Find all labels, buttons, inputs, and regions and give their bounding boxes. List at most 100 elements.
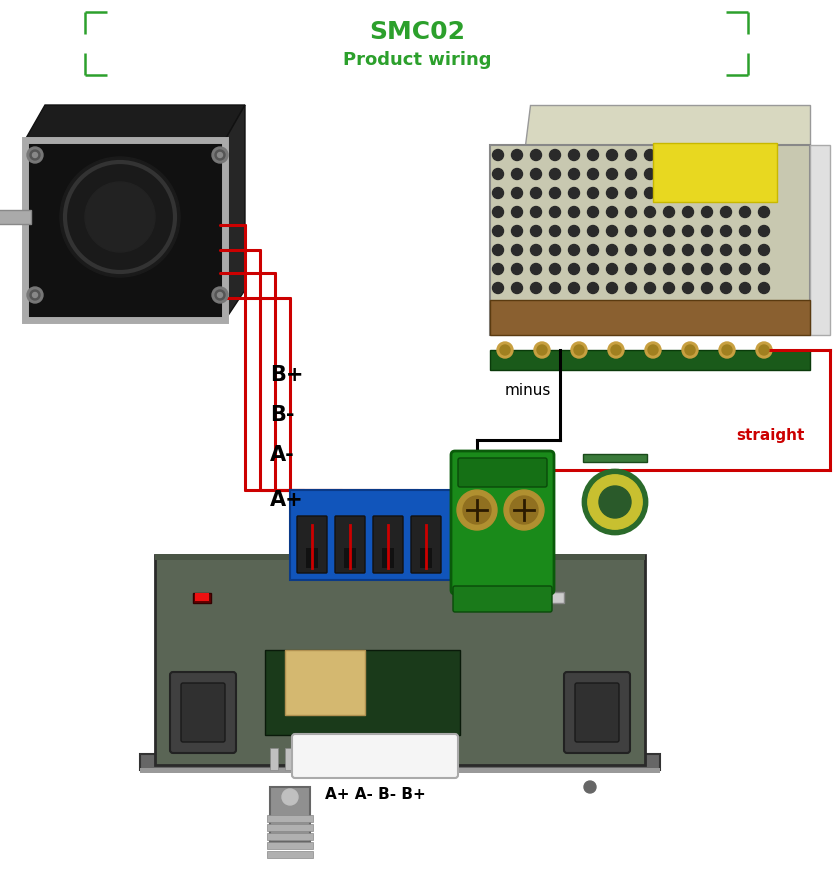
Bar [195,593,209,601]
Circle shape [534,342,550,358]
FancyBboxPatch shape [564,672,630,753]
Circle shape [511,187,522,199]
Circle shape [664,263,675,275]
Circle shape [530,207,541,217]
Circle shape [569,187,580,199]
Circle shape [758,207,770,217]
Circle shape [587,207,599,217]
Circle shape [504,490,544,530]
Circle shape [626,207,636,217]
Circle shape [212,147,228,163]
Circle shape [212,287,228,303]
Circle shape [550,263,560,275]
Circle shape [60,157,180,277]
Bar [490,350,810,370]
Circle shape [606,207,617,217]
Circle shape [721,245,731,255]
Circle shape [30,290,40,300]
Circle shape [664,207,675,217]
Bar [0,210,31,224]
Bar [345,748,353,770]
Circle shape [701,245,712,255]
Circle shape [587,263,599,275]
Circle shape [574,345,584,355]
FancyBboxPatch shape [170,672,236,753]
Text: SMC02: SMC02 [369,20,465,44]
Circle shape [740,282,751,294]
Bar [306,548,318,568]
Circle shape [530,168,541,180]
Circle shape [740,187,751,199]
Text: A+ A- B- B+: A+ A- B- B+ [324,787,425,802]
Circle shape [664,150,675,160]
Bar [315,748,323,770]
Circle shape [756,342,772,358]
Circle shape [608,342,624,358]
Circle shape [719,342,735,358]
Bar [330,748,338,770]
Circle shape [33,292,38,297]
Polygon shape [25,105,245,140]
Bar [300,748,308,770]
Bar [420,748,428,770]
Circle shape [550,225,560,237]
FancyBboxPatch shape [458,458,547,487]
Circle shape [721,187,731,199]
Circle shape [493,245,504,255]
Circle shape [511,150,522,160]
Bar [193,593,211,603]
Circle shape [500,345,510,355]
Circle shape [493,150,504,160]
Circle shape [27,147,43,163]
Circle shape [721,150,731,160]
Circle shape [685,345,695,355]
Circle shape [701,225,712,237]
Text: B-: B- [270,405,294,425]
Circle shape [606,168,617,180]
Bar [344,548,356,568]
Bar [267,824,313,831]
Circle shape [511,282,522,294]
Circle shape [588,475,642,529]
Circle shape [583,470,647,534]
Circle shape [722,345,732,355]
Circle shape [645,150,656,160]
Bar [267,842,313,849]
Circle shape [606,187,617,199]
Bar [382,548,394,568]
Circle shape [721,263,731,275]
Circle shape [587,187,599,199]
Circle shape [611,345,621,355]
Circle shape [497,342,513,358]
Bar [375,748,383,770]
Circle shape [758,263,770,275]
Bar [290,490,455,580]
Bar [420,548,432,568]
Circle shape [587,225,599,237]
Polygon shape [225,105,245,320]
Circle shape [218,152,223,158]
Circle shape [584,781,596,793]
Circle shape [626,282,636,294]
Bar [550,592,564,603]
Circle shape [463,496,491,524]
FancyBboxPatch shape [373,516,403,573]
Circle shape [530,263,541,275]
FancyBboxPatch shape [335,516,365,573]
Text: A+: A+ [270,490,304,510]
Bar [490,300,810,335]
Circle shape [701,187,712,199]
Circle shape [758,187,770,199]
Circle shape [511,207,522,217]
Circle shape [682,225,694,237]
Circle shape [493,282,504,294]
Circle shape [599,486,631,518]
Circle shape [493,263,504,275]
FancyBboxPatch shape [575,683,619,742]
Circle shape [664,187,675,199]
Circle shape [457,490,497,530]
Bar [267,833,313,840]
Bar [140,754,660,770]
FancyBboxPatch shape [411,516,441,573]
Circle shape [740,263,751,275]
